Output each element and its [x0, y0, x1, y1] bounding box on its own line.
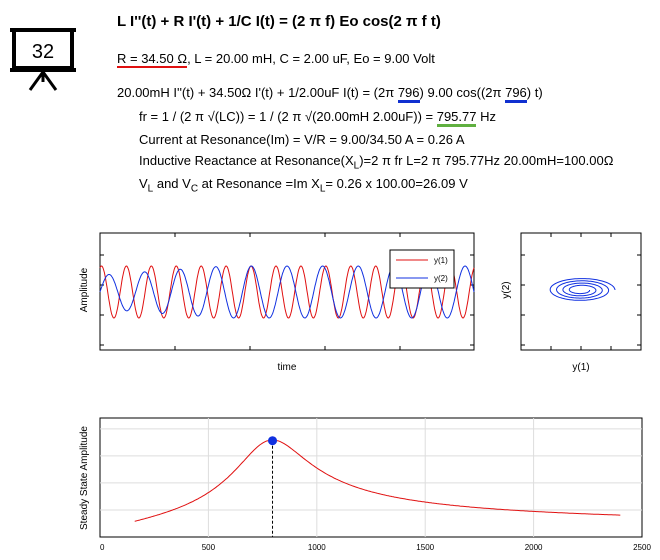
x-tick-label: 2500	[633, 543, 651, 552]
fr-formula: fr = 1 / (2 π √(LC)) = 1 / (2 π √(20.00m…	[139, 109, 437, 124]
freq-grid	[100, 418, 642, 537]
substituted-equation: 20.00mH I''(t) + 34.50Ω I'(t) + 1/2.00uF…	[117, 85, 543, 103]
eq-part: 20.00mH I''(t) + 34.50Ω I'(t) + 1/2.00uF…	[117, 85, 398, 100]
y-axis-label: Amplitude	[79, 267, 90, 312]
series-y1-line	[99, 265, 475, 319]
x-tick-label: 1500	[416, 543, 434, 552]
equation-title: L I''(t) + R I'(t) + 1/C I(t) = (2 π f) …	[117, 13, 441, 30]
phase-y-axis-label: y(2)	[501, 281, 512, 298]
resonance-current-line: Current at Resonance(Im) = V/R = 9.00/34…	[139, 132, 465, 147]
x-tick-label: 1000	[308, 543, 326, 552]
drive-frequency-1: 796	[397, 85, 420, 103]
freq-tick-labels: 0 500 1000 1500 2000 2500	[100, 543, 651, 552]
phase-axis-ticks	[521, 233, 641, 350]
phase-x-axis-label: y(1)	[572, 362, 589, 373]
resonance-marker	[268, 436, 278, 446]
drive-frequency-2: 796	[505, 85, 527, 103]
xl-text: Inductive Reactance at Resonance(X	[139, 153, 354, 168]
time-response-chart: y(1) y(2) time Amplitude	[79, 232, 475, 373]
circuit-parameters: R = 34.50 Ω, L = 20.00 mH, C = 2.00 uF, …	[117, 51, 435, 68]
v-text: at Resonance =Im X	[198, 176, 320, 191]
xl-text-2: )=2 π fr L=2 π 795.77Hz 20.00mH=100.00Ω	[359, 153, 614, 168]
steady-state-curve	[134, 440, 621, 522]
v-sub: C	[190, 183, 199, 195]
v-sub: L	[319, 183, 326, 195]
legend-label-y1: y(1)	[434, 256, 448, 265]
v-text: = 0.26 x 100.00=26.09 V	[325, 176, 468, 191]
x-tick-label: 500	[202, 543, 216, 552]
plot-frame	[520, 232, 642, 351]
v-sub: L	[147, 183, 154, 195]
other-parameters: , L = 20.00 mH, C = 2.00 uF, Eo = 9.00 V…	[187, 51, 435, 66]
fr-unit: Hz	[476, 109, 496, 124]
eq-part: ) 9.00 cos((2π	[419, 85, 506, 100]
voltage-resonance-line: VL and VC at Resonance =Im XL= 0.26 x 10…	[139, 176, 468, 195]
plot-frame	[99, 417, 643, 538]
freq-y-axis-label: Steady State Amplitude	[79, 426, 90, 530]
resistance-value: R = 34.50 Ω	[117, 51, 188, 68]
phase-portrait-chart: y(1) y(2)	[501, 232, 642, 373]
badge-number: 32	[32, 41, 54, 63]
phase-spiral-line	[549, 278, 616, 301]
legend-label-y2: y(2)	[434, 274, 448, 283]
presentation-board-icon: 32	[8, 24, 78, 99]
series-y2-line	[99, 265, 475, 319]
x-tick-label: 0	[100, 543, 105, 552]
resonance-frequency-value: 795.77	[436, 109, 477, 127]
x-axis-label: time	[278, 362, 297, 373]
xl-sub: L	[353, 160, 360, 172]
frequency-response-chart: 0 500 1000 1500 2000 2500 Steady State Amplit…	[79, 417, 651, 552]
v-text: V	[139, 176, 148, 191]
x-tick-label: 2000	[525, 543, 543, 552]
resonance-frequency-line: fr = 1 / (2 π √(LC)) = 1 / (2 π √(20.00m…	[139, 109, 496, 127]
v-text: and V	[153, 176, 191, 191]
eq-part: ) t)	[526, 85, 543, 100]
inductive-reactance-line: Inductive Reactance at Resonance(XL)=2 π…	[139, 153, 613, 172]
legend: y(1) y(2)	[389, 249, 455, 289]
